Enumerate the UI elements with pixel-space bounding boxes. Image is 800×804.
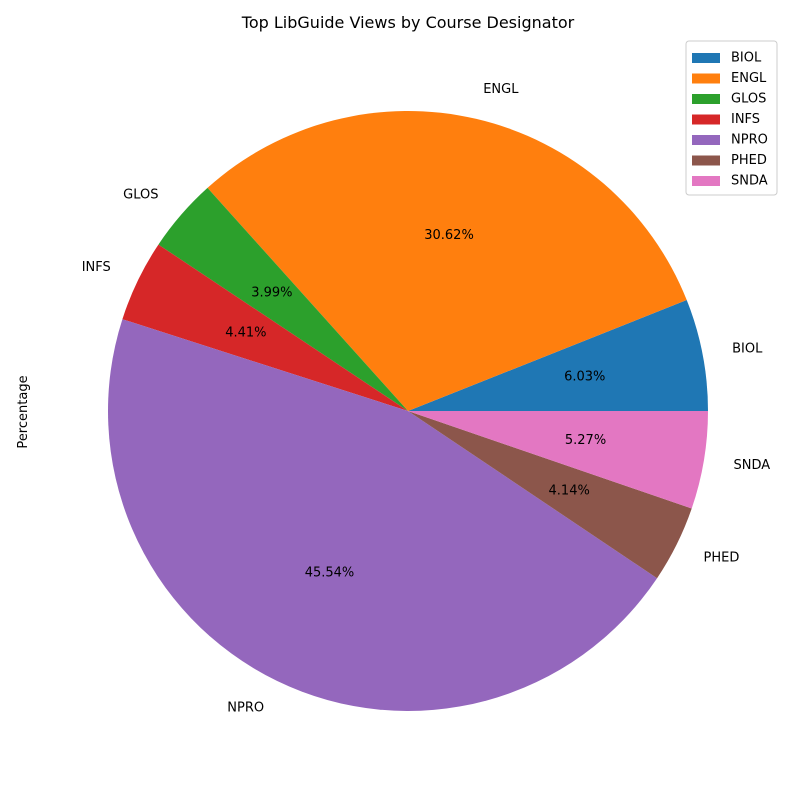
slice-label-npro: NPRO — [227, 700, 264, 715]
legend-label-glos: GLOS — [731, 92, 766, 107]
slice-percent-infs: 4.41% — [225, 325, 266, 340]
slice-percent-npro: 45.54% — [305, 565, 355, 580]
slice-snda — [408, 411, 708, 509]
legend-swatch-biol — [692, 53, 720, 63]
slice-category-labels: BIOL ENGL GLOS INFS NPRO PHED SNDA — [82, 82, 771, 715]
slice-glos — [158, 187, 408, 411]
slice-npro — [107, 319, 658, 712]
chart-title: Top LibGuide Views by Course Designator — [241, 13, 575, 32]
slice-label-glos: GLOS — [123, 188, 158, 203]
slice-percent-glos: 3.99% — [251, 286, 292, 301]
legend-swatch-npro — [692, 135, 720, 145]
slice-percent-labels: 6.03% 30.62% 3.99% 4.41% 45.54% 4.14% 5.27% — [225, 228, 606, 580]
slice-label-phed: PHED — [704, 550, 740, 565]
legend-label-snda: SNDA — [731, 174, 768, 189]
slice-label-engl: ENGL — [483, 82, 519, 97]
legend-swatch-infs — [692, 114, 720, 125]
legend-swatch-phed — [692, 155, 720, 166]
slice-percent-engl: 30.62% — [424, 228, 474, 243]
legend-swatch-engl — [692, 73, 720, 84]
slice-engl — [207, 111, 687, 412]
legend-label-phed: PHED — [731, 153, 767, 168]
legend-swatch-glos — [692, 94, 720, 104]
legend-label-npro: NPRO — [731, 133, 768, 148]
legend-swatch-snda — [692, 176, 720, 186]
legend-label-infs: INFS — [731, 112, 760, 127]
slice-percent-biol: 6.03% — [564, 370, 605, 385]
y-axis-label: Percentage — [16, 375, 31, 448]
legend-label-engl: ENGL — [731, 71, 767, 86]
slice-label-infs: INFS — [82, 260, 111, 275]
legend: BIOL ENGL GLOS INFS NPRO PHED SNDA — [685, 40, 778, 196]
slice-label-snda: SNDA — [733, 458, 770, 473]
slice-percent-phed: 4.14% — [549, 484, 590, 499]
slice-phed — [408, 411, 692, 579]
legend-label-biol: BIOL — [731, 51, 762, 66]
slice-percent-snda: 5.27% — [565, 433, 606, 448]
pie-slices — [107, 111, 708, 712]
slice-label-biol: BIOL — [732, 341, 763, 356]
slice-biol — [408, 300, 708, 411]
slice-infs — [122, 244, 408, 411]
